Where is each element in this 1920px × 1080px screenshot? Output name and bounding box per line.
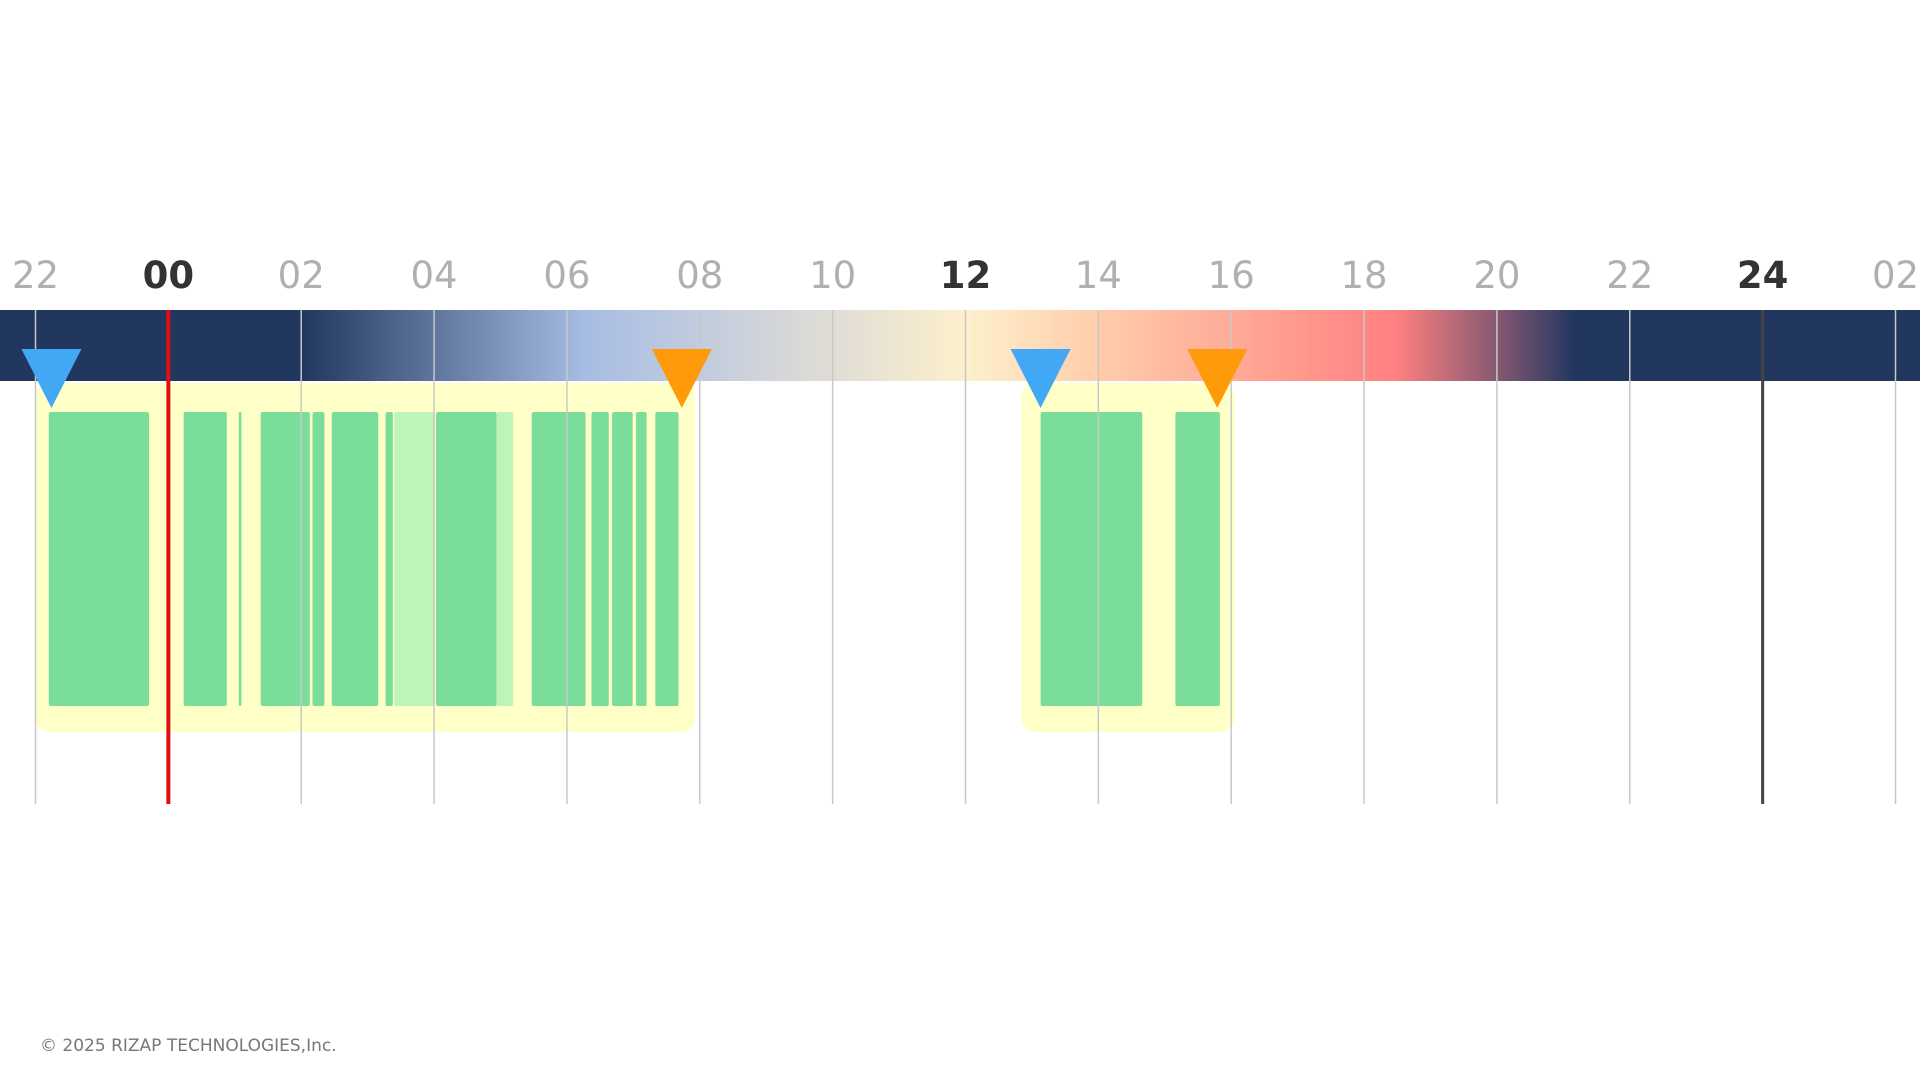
wake-marker (651, 349, 712, 408)
sleep-onset-marker (1010, 349, 1071, 408)
sleep-segment (48, 412, 150, 706)
sleep-segment (436, 412, 497, 706)
hour-label: 04 (411, 254, 458, 297)
sleep-onset-marker (21, 349, 82, 408)
sleep-segment (260, 412, 310, 706)
sessions (35, 383, 1235, 732)
hour-label: 18 (1341, 254, 1388, 297)
sleep-segment (331, 412, 379, 706)
sleep-segment (655, 412, 679, 706)
wake-marker (1187, 349, 1248, 408)
markers (21, 349, 1248, 408)
sleep-segment (238, 412, 242, 706)
hour-label: 00 (143, 254, 195, 297)
copyright: © 2025 RIZAP TECHNOLOGIES,Inc. (40, 1036, 337, 1056)
sleep-segment (636, 412, 647, 706)
sleep-segment (531, 412, 586, 706)
hour-label: 02 (278, 254, 325, 297)
hour-label: 02 (1872, 254, 1919, 297)
hour-label: 10 (809, 254, 856, 297)
hour-label: 14 (1075, 254, 1122, 297)
hour-label: 08 (676, 254, 723, 297)
sleep-segment (496, 412, 514, 706)
hour-label: 20 (1473, 254, 1520, 297)
grid (34, 310, 1897, 804)
sleep-segment (1175, 412, 1220, 706)
sleep-segment (1040, 412, 1143, 706)
hour-label: 12 (940, 254, 992, 297)
hour-label: 24 (1737, 254, 1789, 297)
sleep-segment (312, 412, 325, 706)
sleep-segment (394, 412, 435, 706)
hour-label: 22 (1606, 254, 1653, 297)
hour-label: 06 (543, 254, 590, 297)
sleep-segment (612, 412, 633, 706)
hour-label: 16 (1208, 254, 1255, 297)
hour-label: 22 (12, 254, 59, 297)
daylight-bar (0, 310, 1920, 381)
sleep-segment (591, 412, 609, 706)
sleep-segment (385, 412, 393, 706)
sleep-segment (183, 412, 227, 706)
